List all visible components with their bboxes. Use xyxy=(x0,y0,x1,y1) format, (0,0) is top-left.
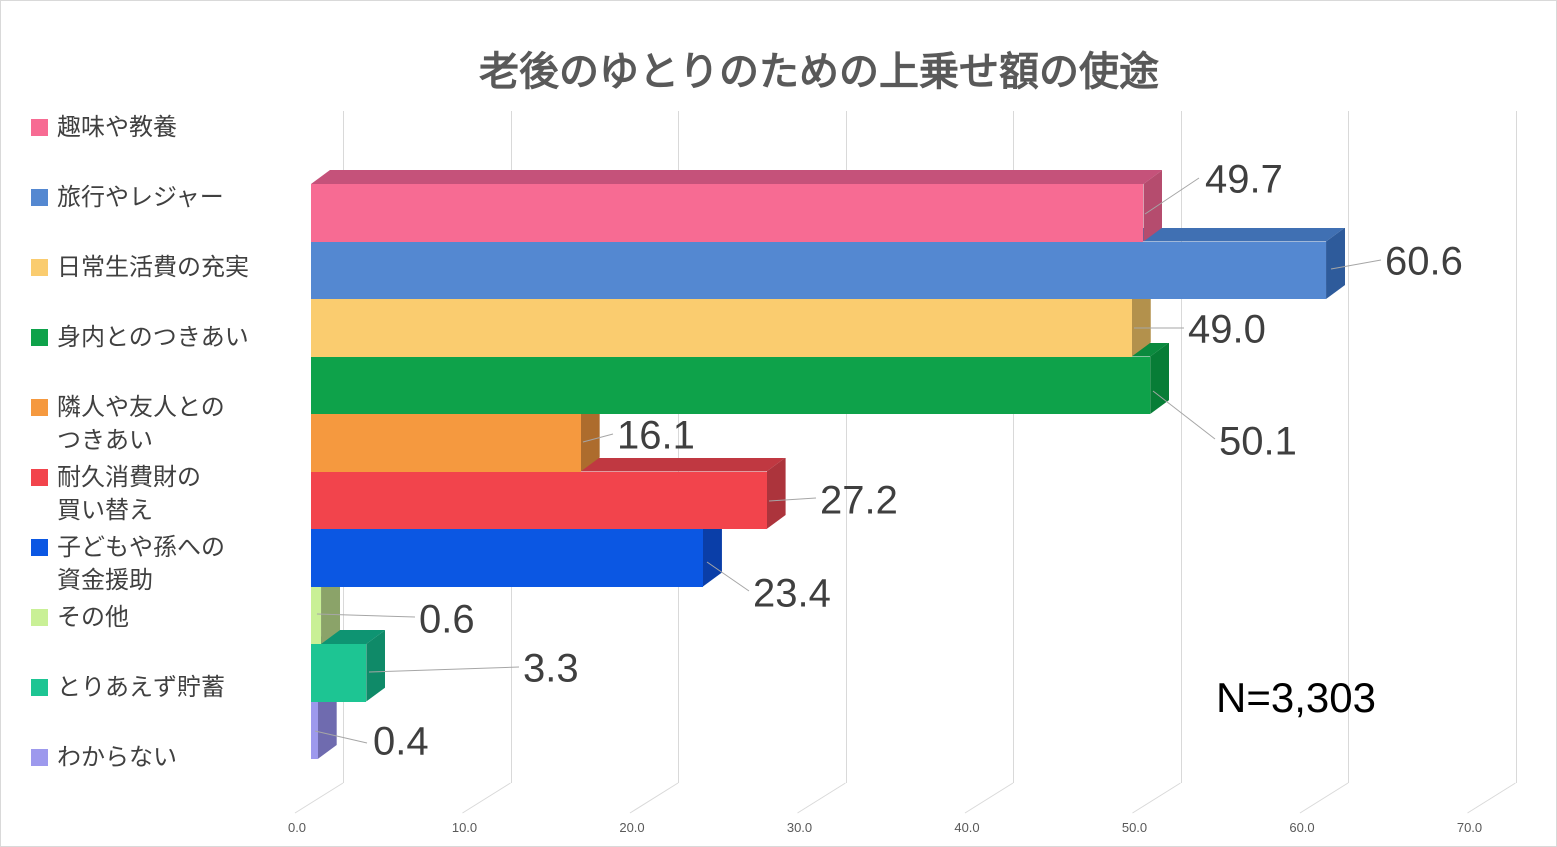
x-axis-tick-label: 0.0 xyxy=(287,820,307,835)
legend-swatch xyxy=(31,749,48,766)
bar-front-face xyxy=(311,644,367,702)
x-axis-tick-label: 20.0 xyxy=(619,820,645,835)
legend-swatch xyxy=(31,259,48,276)
legend-swatch xyxy=(31,609,48,626)
legend-item: 趣味や教養 xyxy=(31,111,177,144)
axis-depth-tick xyxy=(1132,782,1181,814)
legend-label: 身内とのつきあい xyxy=(57,324,249,351)
bar-side-face xyxy=(321,573,340,645)
legend-swatch xyxy=(31,329,48,346)
legend-label: 日常生活費の充実 xyxy=(57,254,249,281)
legend-item: 日常生活費の充実 xyxy=(31,251,249,284)
bar-top-face xyxy=(311,170,1162,184)
bar-front-face xyxy=(311,241,1327,299)
legend-swatch xyxy=(31,189,48,206)
legend-item: 旅行やレジャー xyxy=(31,181,224,214)
value-label: 23.4 xyxy=(753,571,831,616)
legend-label: 趣味や教養 xyxy=(57,114,177,141)
legend-swatch xyxy=(31,119,48,136)
x-axis-tick-label: 60.0 xyxy=(1289,820,1315,835)
axis-depth-tick xyxy=(462,782,511,814)
x-axis-tick-label: 50.0 xyxy=(1121,820,1148,835)
x-axis-tick-label: 30.0 xyxy=(786,820,813,835)
axis-depth-tick xyxy=(1299,782,1349,814)
leader-line xyxy=(368,666,520,673)
chart-title: 老後のゆとりのための上乗せ額の使途 xyxy=(479,50,1159,94)
legend-swatch xyxy=(31,469,48,486)
bar-front-face xyxy=(311,701,318,759)
grid-line xyxy=(1348,111,1349,783)
bar-front-face xyxy=(311,356,1151,414)
axis-depth-tick xyxy=(797,782,846,814)
bar-front-face xyxy=(311,299,1132,357)
bar xyxy=(311,170,1162,242)
legend-label: その他 xyxy=(57,604,129,631)
bar-front-face xyxy=(311,471,767,529)
bar-front-face xyxy=(311,414,581,472)
bar-front-face xyxy=(311,586,322,644)
legend-swatch xyxy=(31,679,48,696)
value-label: 50.1 xyxy=(1219,419,1297,464)
value-label: 16.1 xyxy=(617,413,695,458)
x-axis-tick-label: 70.0 xyxy=(1456,820,1483,835)
bar-front-face xyxy=(311,529,703,587)
legend-label: 隣人や友人との つきあい xyxy=(57,394,225,454)
axis-depth-tick xyxy=(629,782,679,814)
bar-side-face xyxy=(1132,285,1151,357)
bar-front-face xyxy=(311,184,1144,242)
legend-item: 身内とのつきあい xyxy=(31,321,249,354)
legend-item: 耐久消費財の 買い替え xyxy=(31,461,201,527)
legend-label: とりあえず貯蓄 xyxy=(57,674,225,701)
bar-side-face xyxy=(366,630,385,702)
axis-depth-tick xyxy=(1467,782,1516,814)
grid-line xyxy=(678,111,679,783)
legend-label: 旅行やレジャー xyxy=(57,184,224,211)
legend-item: 子どもや孫への 資金援助 xyxy=(31,531,225,597)
bar-side-face xyxy=(767,458,786,530)
x-axis-tick-label: 10.0 xyxy=(451,820,478,835)
grid-line xyxy=(845,111,847,783)
legend-label: 子どもや孫への 資金援助 xyxy=(57,534,225,594)
sample-size-label: N=3,303 xyxy=(1216,674,1376,721)
value-label: 60.6 xyxy=(1385,239,1463,284)
value-label: 3.3 xyxy=(523,646,579,691)
value-label: 0.6 xyxy=(419,597,475,642)
axis-depth-tick xyxy=(294,782,344,814)
legend-item: 隣人や友人との つきあい xyxy=(31,391,225,457)
value-label: 49.0 xyxy=(1188,307,1266,352)
bar xyxy=(311,630,385,702)
legend-item: その他 xyxy=(31,601,129,634)
legend-label: 耐久消費財の 買い替え xyxy=(57,464,201,524)
grid-line xyxy=(1180,111,1182,783)
grid-line xyxy=(1515,111,1517,783)
legend-item: とりあえず貯蓄 xyxy=(31,671,225,704)
legend-label: わからない xyxy=(57,744,177,771)
value-label: 0.4 xyxy=(373,719,429,764)
legend-swatch xyxy=(31,539,48,556)
legend-item: わからない xyxy=(31,741,177,774)
legend-swatch xyxy=(31,399,48,416)
axis-depth-tick xyxy=(964,782,1014,814)
value-label: 49.7 xyxy=(1205,157,1283,202)
grid-line xyxy=(1013,111,1014,783)
value-label: 27.2 xyxy=(820,478,898,523)
x-axis-tick-label: 40.0 xyxy=(954,820,980,835)
